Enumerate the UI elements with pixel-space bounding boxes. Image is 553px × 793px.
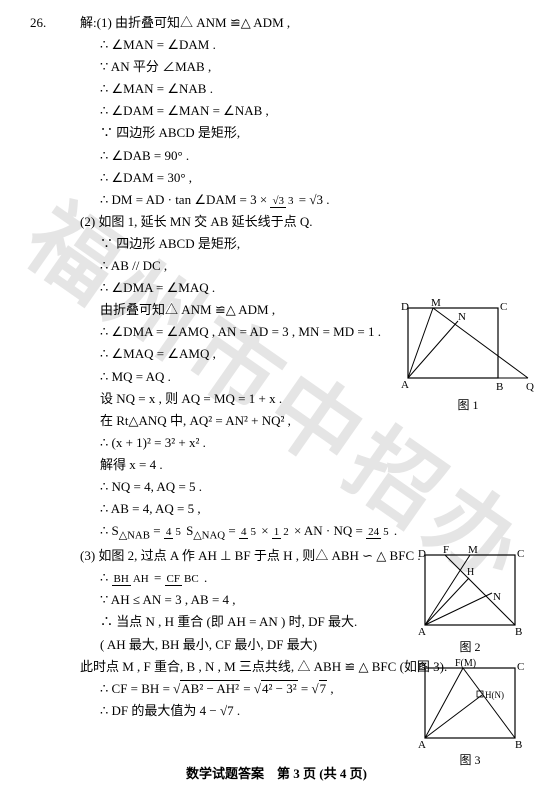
r2d: BC — [182, 573, 201, 585]
svg-text:B: B — [515, 739, 522, 748]
area-end: . — [394, 523, 397, 538]
r-end: . — [204, 570, 207, 585]
area-m4: × AN · NQ = — [294, 523, 366, 538]
svg-text:H(N): H(N) — [485, 690, 504, 700]
svg-text:B: B — [496, 381, 503, 393]
cf-m2: = — [301, 681, 312, 696]
p2-l0: ∵ 四边形 ABCD 是矩形, — [100, 233, 533, 255]
r1n: BH — [112, 573, 131, 586]
p1-l4: ∵ 四边形 ABCD 是矩形, — [100, 122, 533, 144]
p2-l12: ∴ AB = 4, AQ = 5 , — [100, 498, 533, 520]
p2-l11: ∴ NQ = 4, AQ = 5 . — [100, 476, 533, 498]
r-pre: ∴ — [100, 570, 112, 585]
figure-2: D F M C H N A B 图 2 — [415, 545, 525, 657]
frac-n: √3 — [270, 195, 286, 208]
f45d2: 5 — [248, 526, 258, 538]
p2-l2: ∴ ∠DMA = ∠MAQ . — [100, 277, 533, 299]
svg-text:Q: Q — [526, 381, 534, 393]
svg-text:H: H — [467, 567, 474, 578]
svg-text:M: M — [468, 545, 478, 556]
p1-l6: ∴ ∠DAM = 30° , — [100, 167, 533, 189]
svg-text:C: C — [517, 548, 524, 560]
svg-text:M: M — [431, 298, 441, 309]
area-m1: = — [153, 523, 164, 538]
svg-text:N: N — [458, 311, 466, 323]
p1-dm: ∴ DM = AD · tan ∠DAM = 3 × √33 = √3 . — [100, 189, 533, 211]
problem-number: 26. — [30, 12, 46, 34]
f45n: 4 — [164, 526, 174, 539]
p2-l1: ∴ AB // DC , — [100, 255, 533, 277]
p1-l2: ∴ ∠MAN = ∠NAB . — [100, 78, 533, 100]
part1-header: (1) 由折叠可知△ ANM ≌△ ADM , — [97, 15, 291, 30]
p1-l1: ∵ AN 平分 ∠MAB , — [100, 56, 533, 78]
cf-s3: 7 — [319, 680, 328, 696]
figure-1: D M C N A B Q 图 1 — [398, 298, 538, 415]
area-sub2: △NAQ — [193, 530, 225, 542]
part2-header: (2) 如图 1, 延长 MN 交 AB 延长线于点 Q. — [80, 211, 533, 233]
svg-text:D: D — [401, 301, 409, 313]
r1d: AH — [131, 573, 151, 585]
svg-text:N: N — [493, 591, 501, 603]
page-footer: 数学试题答案 第 3 页 (共 4 页) — [0, 763, 553, 785]
f245d: 5 — [381, 526, 391, 538]
svg-text:B: B — [515, 626, 522, 635]
cf-s1: AB² − AH² — [180, 680, 240, 696]
figure-1-label: 图 1 — [398, 395, 538, 415]
r2n: CF — [165, 573, 182, 586]
area-m3: = — [228, 523, 239, 538]
area-pre: ∴ S — [100, 523, 119, 538]
f12d: 2 — [281, 526, 291, 538]
area-sub1: △NAB — [119, 530, 150, 542]
p1-l5: ∴ ∠DAB = 90° . — [100, 145, 533, 167]
p2-l10: 解得 x = 4 . — [100, 454, 533, 476]
f45n2: 4 — [239, 526, 249, 539]
p1-l0: ∴ ∠MAN = ∠DAM . — [100, 34, 533, 56]
cf-pre: ∴ CF = BH = — [100, 681, 173, 696]
f45d: 5 — [173, 526, 183, 538]
cf-m1: = — [243, 681, 254, 696]
svg-text:A: A — [401, 379, 409, 391]
figure-2-label: 图 2 — [415, 637, 525, 657]
svg-text:D: D — [418, 661, 426, 673]
svg-text:A: A — [418, 626, 426, 635]
figure-3: D F(M) C H(N) A B 图 3 — [415, 658, 525, 770]
svg-text:F: F — [443, 545, 449, 556]
f12n: 1 — [272, 526, 282, 539]
svg-text:A: A — [418, 739, 426, 748]
p1-dm-pre: ∴ DM = AD · tan ∠DAM = 3 × — [100, 192, 267, 207]
frac-d: 3 — [286, 195, 296, 207]
p1-dm-suf: = √3 . — [299, 192, 330, 207]
svg-text:C: C — [500, 301, 507, 313]
svg-text:D: D — [418, 548, 426, 560]
solution-label: 解: — [80, 15, 97, 30]
svg-text:F(M): F(M) — [455, 658, 476, 669]
cf-s2: 4² − 3² — [261, 680, 298, 696]
cf-end: , — [330, 681, 333, 696]
svg-text:C: C — [517, 661, 524, 673]
f245n: 24 — [366, 526, 381, 539]
p2-area: ∴ S△NAB = 45 S△NAQ = 45 × 12 × AN · NQ =… — [100, 520, 533, 545]
p1-l3: ∴ ∠DAM = ∠MAN = ∠NAB , — [100, 100, 533, 122]
r-eq: = — [154, 570, 165, 585]
p2-l9: ∴ (x + 1)² = 3² + x² . — [100, 432, 533, 454]
